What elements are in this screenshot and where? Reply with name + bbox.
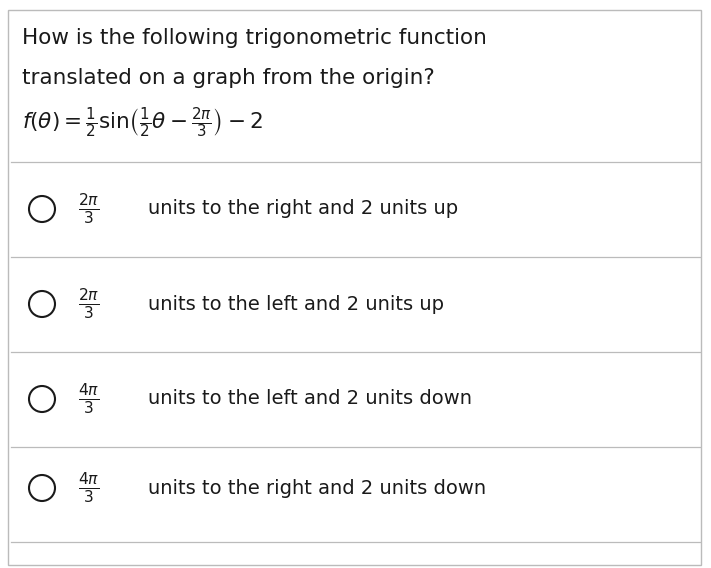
- Text: $\frac{2\pi}{3}$: $\frac{2\pi}{3}$: [78, 191, 100, 227]
- Text: $f(\theta) = \frac{1}{2}\sin\!\left(\frac{1}{2}\theta - \frac{2\pi}{3}\right) - : $f(\theta) = \frac{1}{2}\sin\!\left(\fra…: [22, 105, 263, 140]
- FancyBboxPatch shape: [8, 10, 701, 565]
- Text: units to the left and 2 units down: units to the left and 2 units down: [148, 390, 472, 408]
- Text: translated on a graph from the origin?: translated on a graph from the origin?: [22, 68, 434, 88]
- Text: How is the following trigonometric function: How is the following trigonometric funct…: [22, 28, 487, 48]
- Text: units to the right and 2 units up: units to the right and 2 units up: [148, 199, 458, 219]
- Text: units to the left and 2 units up: units to the left and 2 units up: [148, 294, 444, 314]
- Text: units to the right and 2 units down: units to the right and 2 units down: [148, 478, 486, 498]
- Text: $\frac{2\pi}{3}$: $\frac{2\pi}{3}$: [78, 286, 100, 321]
- Text: $\frac{4\pi}{3}$: $\frac{4\pi}{3}$: [78, 382, 100, 416]
- Text: $\frac{4\pi}{3}$: $\frac{4\pi}{3}$: [78, 470, 100, 506]
